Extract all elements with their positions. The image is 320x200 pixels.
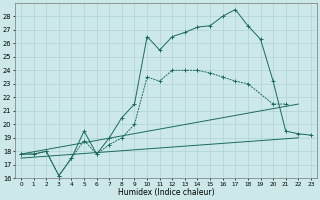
X-axis label: Humidex (Indice chaleur): Humidex (Indice chaleur) bbox=[118, 188, 214, 197]
